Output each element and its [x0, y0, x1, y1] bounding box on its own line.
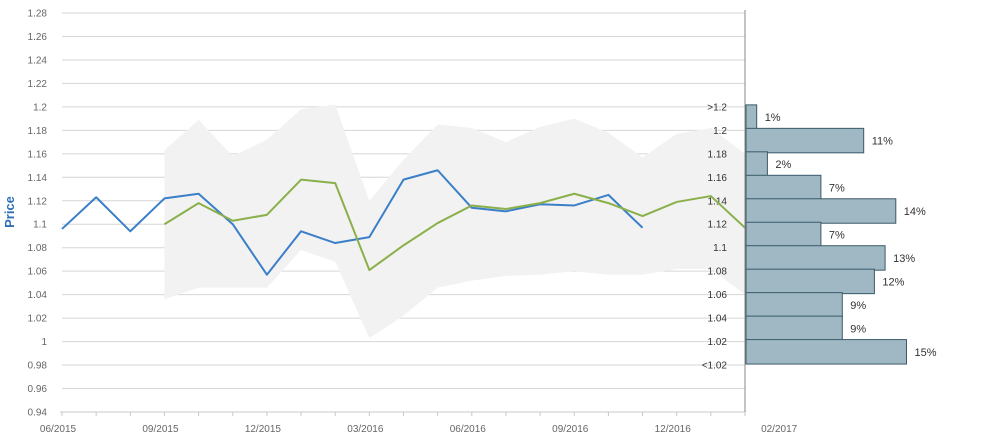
histogram-bar-label: 7%	[829, 183, 845, 195]
y-tick-label: 0.94	[28, 408, 48, 419]
x-tick-label: 12/2015	[245, 424, 282, 435]
histogram-bar	[745, 268, 875, 295]
y-tick-label: 1	[41, 337, 47, 348]
histogram-bar-label: 9%	[850, 300, 866, 312]
x-tick-label: 02/2017	[761, 424, 798, 435]
y-tick-label: 1.14	[28, 173, 48, 184]
y-tick-label: 1.22	[28, 79, 48, 90]
y-tick-label: 0.96	[28, 384, 48, 395]
y-tick-label: 1.12	[28, 196, 48, 207]
x-tick-label: 03/2016	[347, 424, 384, 435]
histogram-layer: >1.21.21.181.161.141.121.11.081.061.041.…	[702, 102, 937, 371]
histogram-category-label: >1.2	[707, 102, 727, 113]
histogram-category-label: 1.1	[713, 243, 727, 254]
y-tick-label: 1.02	[28, 314, 48, 325]
forecast-band	[164, 104, 745, 339]
histogram-category-label: 1.16	[708, 173, 728, 184]
histogram-bar-label: 7%	[829, 229, 845, 241]
histogram-bar-label: 1%	[765, 112, 781, 124]
y-tick-label: 1.26	[28, 32, 48, 43]
axes-layer: 0.94 0.96 0.98 1 1.02 1.04 1.06 1.08 1.1 1.12 1.14…	[28, 9, 798, 436]
y-tick-label: 1.28	[28, 9, 48, 20]
series-line-green	[163, 178, 746, 272]
histogram-category-label: 1.04	[708, 314, 728, 325]
band-layer	[164, 104, 745, 339]
histogram-category-label: 1.06	[708, 290, 728, 301]
histogram-bar	[745, 292, 843, 318]
histogram-bar-label: 14%	[904, 206, 926, 218]
y-tick-label: 1.18	[28, 126, 48, 137]
x-tick-label: 06/2016	[450, 424, 487, 435]
histogram-bar	[745, 104, 758, 130]
histogram-bar	[745, 198, 897, 224]
y-tick-label: 0.98	[28, 361, 48, 372]
histogram-bar-label: 13%	[893, 253, 915, 265]
y-tick-label: 1.2	[33, 102, 47, 113]
histogram-category-label: 1.08	[708, 267, 728, 278]
x-tick-label: 06/2015	[40, 424, 77, 435]
y-tick-label: 1.04	[28, 290, 48, 301]
histogram-bar	[745, 339, 907, 365]
series-line-blue	[61, 169, 644, 276]
x-tick-label: 09/2015	[142, 424, 179, 435]
histogram-bar	[745, 127, 865, 154]
x-tick-label: 09/2016	[552, 424, 589, 435]
histogram-bar	[745, 151, 768, 177]
histogram-bar-label: 2%	[775, 159, 791, 171]
histogram-bar	[745, 174, 822, 201]
histogram-bar-label: 9%	[850, 323, 866, 335]
histogram-bar	[745, 315, 843, 342]
y-tick-label: 1.08	[28, 243, 48, 254]
histogram-bar-label: 15%	[915, 347, 937, 359]
histogram-category-label: 1.18	[708, 149, 728, 160]
histogram-category-label: 1.12	[708, 220, 728, 231]
y-tick-label: 1.06	[28, 267, 48, 278]
histogram-category-label: 1.2	[713, 126, 727, 137]
y-tick-label: 1.24	[28, 55, 48, 66]
histogram-bar-label: 11%	[872, 136, 893, 148]
x-tick-label: 12/2016	[655, 424, 692, 435]
y-axis-label: Price	[2, 196, 17, 228]
histogram-category-label: 1.02	[708, 337, 728, 348]
y-tick-label: 1.1	[33, 220, 47, 231]
y-tick-label: 1.16	[28, 149, 48, 160]
histogram-category-label: <1.02	[702, 361, 728, 372]
histogram-bar	[745, 245, 886, 271]
histogram-bar-label: 12%	[882, 276, 904, 288]
series-layer	[61, 169, 746, 276]
histogram-bar	[745, 221, 822, 248]
